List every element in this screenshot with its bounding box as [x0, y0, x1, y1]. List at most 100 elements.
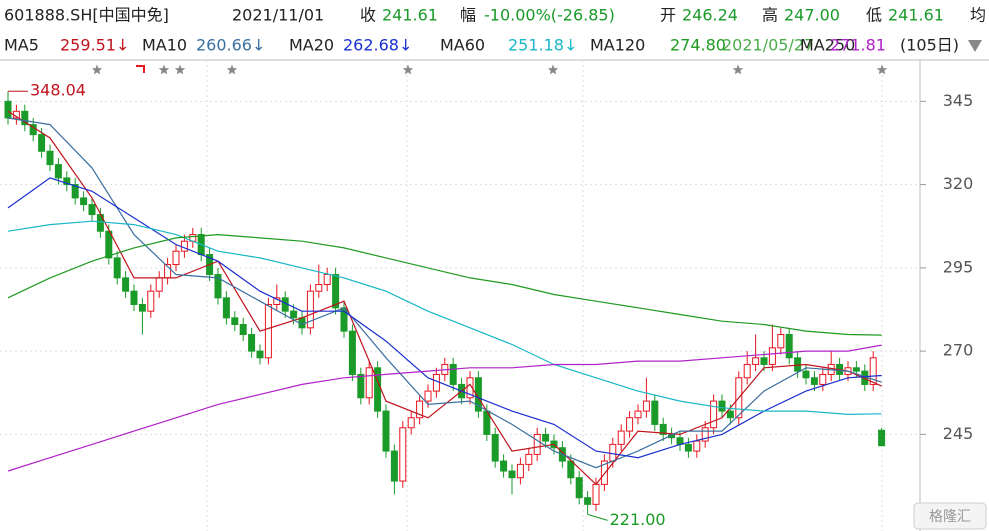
quote-label: 高	[762, 6, 778, 25]
candle-body	[718, 400, 726, 412]
ma-overlap-date: 2021/05/27	[722, 36, 814, 55]
candle-body	[138, 304, 146, 312]
candle-body	[222, 297, 230, 319]
candle-body	[726, 410, 734, 419]
legend-value: 271.81	[830, 36, 886, 55]
quote-label: 低	[866, 6, 882, 25]
ma-line	[7, 117, 882, 469]
legend-value: 262.68↓	[343, 36, 412, 55]
quote-value: 241.61	[888, 6, 944, 25]
candle-body	[407, 417, 415, 429]
y-tick-label: 245	[943, 424, 974, 443]
candle-body	[760, 357, 768, 365]
watermark-box	[913, 502, 987, 530]
candle-body	[88, 204, 96, 216]
candle-body	[214, 274, 222, 299]
dropdown-arrow[interactable]	[968, 40, 982, 52]
quote-value: 246.24	[682, 6, 738, 25]
event-star	[158, 64, 170, 75]
candle-body	[306, 290, 314, 329]
event-star	[732, 64, 744, 75]
event-star	[402, 64, 414, 75]
candle-body	[785, 333, 793, 359]
candle-body	[584, 497, 592, 505]
candle-body	[38, 134, 46, 152]
candle-body	[122, 277, 130, 292]
candle-body	[172, 250, 180, 266]
candle-body	[634, 410, 642, 419]
candle-body	[651, 400, 659, 425]
candle-body	[348, 330, 356, 375]
candle-body	[180, 240, 188, 252]
stock-code: 601888.SH[中国中免]	[4, 6, 169, 25]
ma-line	[7, 110, 882, 486]
candle-body	[617, 430, 625, 445]
candle-body	[323, 274, 331, 286]
legend-name: MA120	[590, 36, 645, 55]
candle-body	[491, 433, 499, 462]
event-star	[91, 64, 103, 75]
candle-body	[701, 427, 709, 442]
quote-label: 幅	[460, 6, 476, 25]
candle-body	[819, 373, 827, 385]
candle-body	[466, 377, 474, 399]
legend-value: 260.66↓	[196, 36, 265, 55]
legend-name: MA250	[800, 36, 855, 55]
candle-body	[105, 230, 113, 259]
candle-body	[155, 277, 163, 292]
candle-body	[768, 347, 776, 365]
candle-body	[659, 423, 667, 435]
candle-body	[147, 290, 155, 312]
candle-body	[642, 400, 650, 412]
candle-body	[332, 274, 340, 309]
event-flag	[136, 65, 145, 73]
event-star	[876, 64, 888, 75]
candle-body	[575, 477, 583, 499]
event-star	[547, 64, 559, 75]
event-star	[174, 64, 186, 75]
candle-body	[474, 377, 482, 412]
y-tick-label: 320	[943, 174, 974, 193]
quote-value: -10.00%(-26.85)	[484, 6, 615, 25]
event-star	[226, 64, 238, 75]
candle-body	[21, 110, 29, 126]
ma-line	[7, 233, 882, 336]
legend-name: MA10	[142, 36, 187, 55]
legend-name: MA5	[4, 36, 39, 55]
legend-value: 274.80	[670, 36, 726, 55]
candle-body	[626, 417, 634, 432]
candle-body	[752, 357, 760, 365]
y-tick-label: 345	[943, 91, 974, 110]
candle-body	[525, 453, 533, 465]
candle-body	[382, 410, 390, 452]
candle-body	[777, 333, 785, 349]
y-tick-label: 270	[943, 341, 974, 360]
candle-body	[592, 483, 600, 505]
candle-body	[357, 373, 365, 399]
candle-body	[315, 284, 323, 292]
quote-date: 2021/11/01	[232, 6, 324, 25]
annotation-leader	[587, 513, 608, 521]
y-tick-label: 295	[943, 257, 974, 276]
candle-body	[516, 463, 524, 479]
candle-body	[609, 443, 617, 462]
candle-body	[693, 440, 701, 452]
quote-label: 收	[360, 6, 376, 25]
legend-value: 259.51↓	[60, 36, 129, 55]
annotation-label: 348.04	[30, 81, 86, 100]
candle-body	[63, 177, 71, 186]
legend-name: MA60	[440, 36, 485, 55]
candle-body	[80, 197, 88, 206]
candle-body	[4, 100, 12, 119]
candle-body	[54, 164, 62, 179]
candle-body	[290, 310, 298, 319]
quote-label: 开	[660, 6, 676, 25]
candle-body	[248, 333, 256, 352]
candle-body	[852, 367, 860, 372]
candle-body	[500, 460, 508, 472]
candle-body	[390, 450, 398, 482]
candle-body	[71, 184, 79, 199]
legend-name: MA20	[289, 36, 334, 55]
ma-line	[7, 344, 882, 472]
